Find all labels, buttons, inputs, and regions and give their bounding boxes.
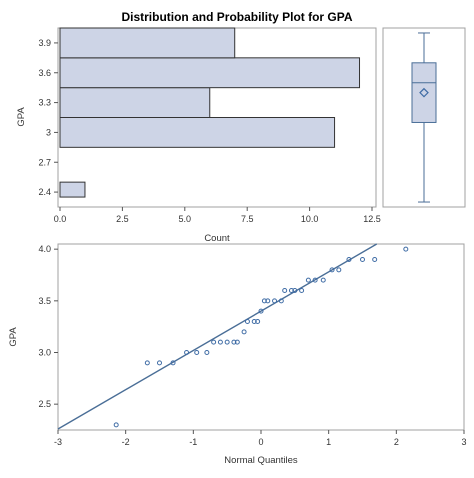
histogram-y-tick-label: 3 <box>46 127 51 137</box>
box-mean-marker <box>419 87 429 98</box>
histogram-bar <box>59 87 211 118</box>
qq-point <box>299 288 305 293</box>
histogram-y-tick-label: 3.6 <box>38 68 51 78</box>
qq-y-tick-label: 3.0 <box>38 348 51 358</box>
qq-y-tick-label: 4.0 <box>38 244 51 254</box>
qq-x-tick-label: 2 <box>394 437 399 447</box>
histogram-x-tick-label: 10.0 <box>301 214 319 224</box>
histogram-x-tick-label: 0.0 <box>54 214 67 224</box>
qq-point <box>261 298 267 304</box>
qq-point <box>282 288 288 293</box>
qq-point <box>360 257 365 262</box>
qq-y-tick-label: 2.5 <box>38 399 51 409</box>
qq-point <box>278 298 284 304</box>
histogram-y-tick-label: 3.3 <box>38 98 51 108</box>
reference-line <box>57 243 378 430</box>
histogram-bar <box>59 57 361 89</box>
qq-point <box>292 288 298 293</box>
qq-point <box>217 339 223 345</box>
qq-point <box>320 277 326 283</box>
probability-plot-frame <box>57 243 465 431</box>
histogram-y-tick-label: 3.9 <box>38 38 51 48</box>
figure-title: Distribution and Probability Plot for GP… <box>121 10 352 24</box>
histogram-bar <box>59 27 236 59</box>
histogram-x-axis-label: Count <box>204 233 230 244</box>
qq-point <box>372 257 378 262</box>
histogram-x-tick-label: 7.5 <box>241 214 254 224</box>
histogram-bar <box>59 181 86 198</box>
qq-point <box>231 339 237 345</box>
qq-point <box>288 288 294 293</box>
qq-point <box>255 319 261 324</box>
histogram-x-tick-label: 5.0 <box>179 214 192 224</box>
histogram-y-tick-label: 2.7 <box>38 157 51 167</box>
qq-point <box>184 350 190 355</box>
qq-point <box>211 339 217 345</box>
qq-point <box>312 277 318 283</box>
qq-point <box>234 339 240 345</box>
qq-x-tick-label: -1 <box>189 437 197 447</box>
qq-x-tick-label: -2 <box>122 437 130 447</box>
qq-point <box>204 350 210 355</box>
qq-point <box>157 360 162 366</box>
qq-point <box>224 339 230 345</box>
qq-point <box>144 360 150 366</box>
qq-point <box>346 257 352 262</box>
histogram-x-tick-label: 2.5 <box>116 214 129 224</box>
box-plot-frame <box>382 27 466 208</box>
qq-x-tick-label: -3 <box>54 437 62 447</box>
qq-point <box>194 350 200 355</box>
probability-plot-panel: -3 -2 -1 0 1 2 3 2.5 3.0 3.5 4.0 Normal Quantiles… <box>8 243 467 466</box>
histogram-bar <box>59 117 336 148</box>
histogram-panel: 0.0 2.5 5.0 7.5 10.0 12.5 2.4 2.7 3 3.3 3.6 3.9 Co… <box>16 27 381 244</box>
qq-point <box>241 329 247 335</box>
qq-y-tick-label: 3.5 <box>38 296 51 306</box>
probability-plot-y-axis-label: GPA <box>8 327 19 347</box>
qq-point <box>251 319 257 324</box>
histogram-y-tick-label: 2.4 <box>38 187 51 197</box>
qq-point <box>170 360 176 366</box>
qq-point <box>258 308 264 314</box>
qq-point <box>272 298 278 304</box>
qq-point <box>403 246 409 252</box>
qq-point <box>329 267 335 273</box>
qq-x-tick-label: 0 <box>258 437 263 447</box>
histogram-x-tick-label: 12.5 <box>363 214 381 224</box>
qq-point <box>265 298 271 304</box>
qq-point <box>113 422 119 428</box>
box-iqr <box>411 62 437 123</box>
qq-x-tick-label: 3 <box>461 437 466 447</box>
qq-point <box>244 319 250 324</box>
histogram-y-axis-label: GPA <box>16 107 27 127</box>
qq-point <box>336 267 342 273</box>
qq-x-tick-label: 1 <box>326 437 331 447</box>
probability-plot-x-axis-label: Normal Quantiles <box>224 455 298 466</box>
qq-point <box>305 277 311 283</box>
box-plot-panel <box>382 27 466 208</box>
